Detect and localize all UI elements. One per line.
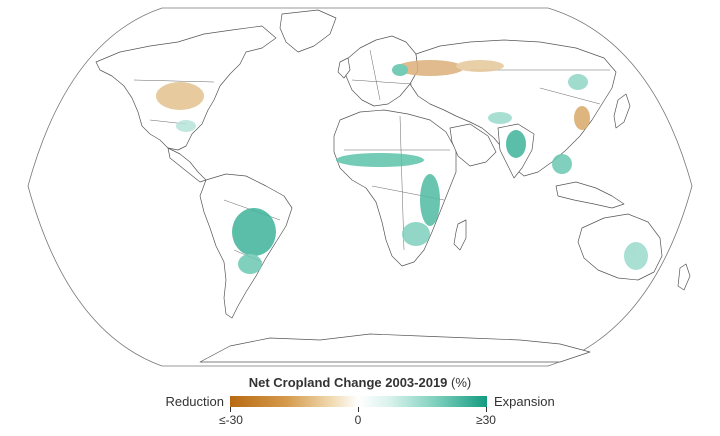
expansion-zone-south-america: [232, 208, 276, 256]
expansion-zone-middle-east: [488, 112, 512, 124]
border-asia-2: [539, 87, 601, 105]
asia: [409, 39, 617, 177]
border-africa-3: [399, 115, 405, 251]
reduction-zone-russia: [456, 60, 504, 72]
expansion-zone-us-southeast: [176, 120, 196, 132]
southeast-asia-islands: [555, 181, 625, 209]
expansion-zone-southeast-asia: [552, 154, 572, 174]
japan: [613, 93, 631, 129]
antarctica: [199, 333, 591, 363]
expansion-zone-india: [506, 130, 526, 158]
expansion-zone-east-europe: [392, 64, 408, 76]
expansion-zone-southern-africa: [402, 222, 430, 246]
legend-tick-label-max: ≥30: [476, 413, 496, 427]
reduction-zone-great-plains: [156, 82, 204, 110]
madagascar: [453, 219, 467, 251]
arabia: [449, 123, 497, 167]
world-map: [27, 7, 693, 367]
legend-tick-label-zero: 0: [354, 413, 362, 427]
expansion-zone-east-africa: [420, 174, 440, 226]
britain: [337, 57, 351, 79]
expansion-zone-argentina: [238, 254, 262, 274]
legend-tick-zero: [358, 407, 359, 412]
expansion-zone-australia: [624, 242, 648, 270]
legend-tick-min: [230, 407, 231, 412]
new-zealand: [677, 263, 691, 291]
legend-tick-label-min: ≤-30: [219, 413, 243, 427]
border-europe-1: [369, 49, 381, 101]
expansion-zone-sahel: [336, 153, 424, 167]
border-us-canada: [133, 79, 215, 83]
legend-label-reduction: Reduction: [165, 394, 224, 409]
legend-title-unit: (%): [451, 375, 472, 390]
legend-title: Net Cropland Change 2003-2019 (%): [0, 375, 720, 390]
legend-label-expansion: Expansion: [494, 394, 555, 409]
reduction-zone-east-china: [574, 106, 590, 130]
greenland: [279, 9, 337, 53]
reduction-zone-eastern-europe: [396, 60, 464, 76]
central-america: [167, 147, 207, 183]
border-europe-2: [351, 79, 413, 85]
legend-color-bar: [230, 396, 487, 407]
legend-title-main: Net Cropland Change 2003-2019: [248, 375, 448, 390]
legend-tick-max: [486, 407, 487, 412]
expansion-zone-northeast-china: [568, 74, 588, 90]
